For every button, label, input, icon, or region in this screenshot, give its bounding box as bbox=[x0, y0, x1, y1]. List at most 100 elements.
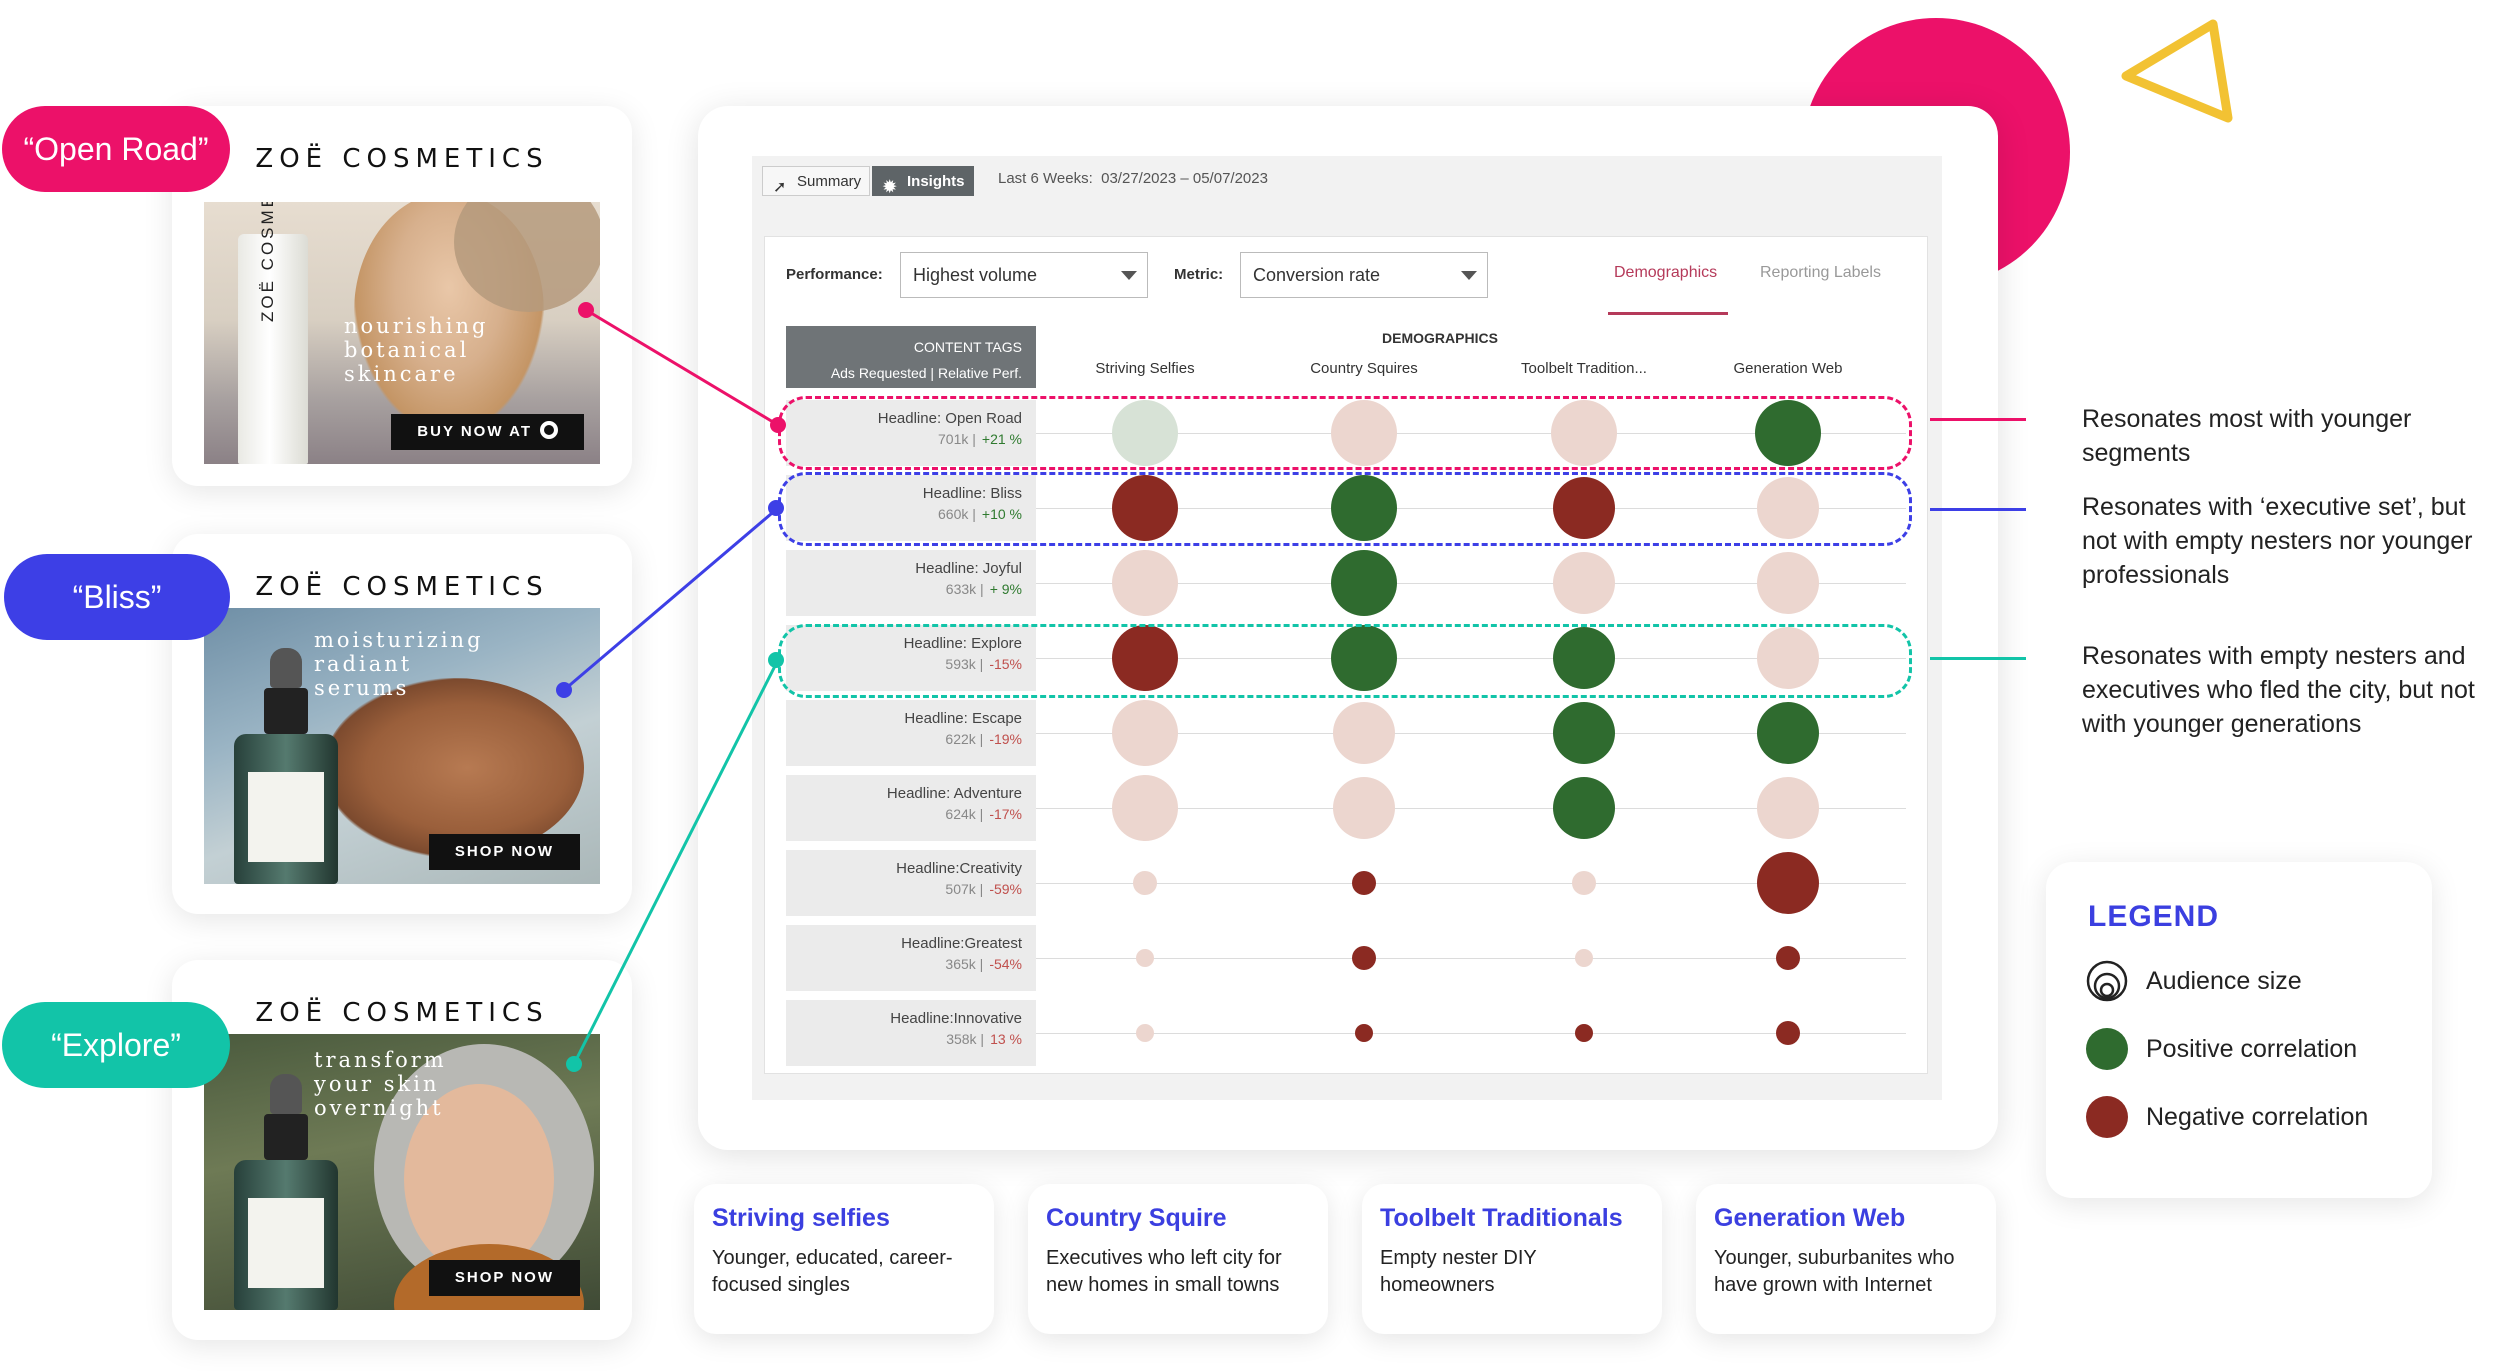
correlation-bubble[interactable] bbox=[1551, 400, 1617, 466]
content-tag-row[interactable]: Headline:Innovative 358k | 13 % bbox=[786, 1000, 1036, 1066]
ads-requested: 593k | bbox=[945, 656, 984, 672]
correlation-bubble[interactable] bbox=[1133, 871, 1157, 895]
legend-title: LEGEND bbox=[2088, 900, 2220, 933]
correlation-bubble[interactable] bbox=[1112, 775, 1178, 841]
serum-label bbox=[248, 1198, 324, 1288]
audience-size-icon bbox=[2086, 960, 2128, 1002]
decorative-triangle-icon bbox=[2121, 19, 2233, 123]
legend-item-negative: Negative correlation bbox=[2086, 1096, 2368, 1138]
correlation-bubble[interactable] bbox=[1757, 702, 1819, 764]
legend-label: Positive correlation bbox=[2146, 1035, 2358, 1063]
content-tags-title: CONTENT TAGS bbox=[913, 339, 1022, 355]
correlation-bubble[interactable] bbox=[1553, 627, 1615, 689]
content-tag-name: Headline: Bliss bbox=[922, 485, 1022, 502]
segment-title: Generation Web bbox=[1714, 1204, 1906, 1232]
correlation-bubble[interactable] bbox=[1757, 477, 1819, 539]
model-face bbox=[324, 678, 584, 858]
correlation-bubble[interactable] bbox=[1572, 871, 1596, 895]
correlation-bubble[interactable] bbox=[1575, 949, 1593, 967]
content-tag-row[interactable]: Headline: Explore 593k | -15% bbox=[786, 625, 1036, 691]
content-tag-stats: 633k | + 9% bbox=[786, 581, 1022, 597]
model-face bbox=[404, 1084, 554, 1274]
correlation-bubble[interactable] bbox=[1331, 475, 1397, 541]
ad-brand-logo: ZOË COSMETICS bbox=[255, 144, 549, 174]
content-tag-row[interactable]: Headline:Greatest 365k | -54% bbox=[786, 925, 1036, 991]
correlation-bubble[interactable] bbox=[1352, 871, 1376, 895]
chevron-down-icon bbox=[1461, 271, 1477, 280]
annotation-line-explore bbox=[1930, 657, 2026, 660]
demographic-column-header: Striving Selfies bbox=[1095, 360, 1195, 377]
relative-performance: -54% bbox=[989, 956, 1022, 972]
positive-swatch bbox=[2086, 1028, 2128, 1070]
ads-requested: 660k | bbox=[938, 506, 976, 522]
correlation-bubble[interactable] bbox=[1352, 946, 1376, 970]
cta-label: BUY NOW AT bbox=[417, 423, 532, 440]
content-tag-stats: 593k | -15% bbox=[786, 656, 1022, 672]
shop-now-button[interactable]: SHOP NOW bbox=[428, 1260, 580, 1296]
ads-requested: 624k | bbox=[945, 806, 984, 822]
correlation-bubble[interactable] bbox=[1112, 700, 1178, 766]
correlation-bubble[interactable] bbox=[1553, 552, 1615, 614]
ads-requested: 633k | bbox=[945, 581, 984, 597]
correlation-bubble[interactable] bbox=[1112, 475, 1178, 541]
performance-select[interactable]: Highest volume bbox=[900, 252, 1148, 298]
correlation-bubble[interactable] bbox=[1112, 550, 1178, 616]
ads-requested: 507k | bbox=[945, 881, 984, 897]
legend: LEGEND Audience size Positive correlatio… bbox=[2046, 862, 2432, 1198]
correlation-bubble[interactable] bbox=[1136, 949, 1154, 967]
demographic-column-header: Toolbelt Tradition... bbox=[1521, 360, 1647, 377]
correlation-bubble[interactable] bbox=[1112, 400, 1178, 466]
tab-insights[interactable]: ✹ Insights bbox=[872, 166, 974, 196]
pill-explore: “Explore” bbox=[2, 1002, 230, 1088]
correlation-bubble[interactable] bbox=[1553, 777, 1615, 839]
correlation-bubble[interactable] bbox=[1776, 946, 1800, 970]
shop-now-button[interactable]: SHOP NOW bbox=[428, 834, 580, 870]
content-tag-row[interactable]: Headline: Open Road 701k | +21 % bbox=[786, 400, 1036, 466]
annotation-explore: Resonates with empty nesters and executi… bbox=[2082, 642, 2475, 738]
row-divider bbox=[1036, 883, 1906, 884]
relative-performance: -59% bbox=[989, 881, 1022, 897]
correlation-bubble[interactable] bbox=[1331, 550, 1397, 616]
correlation-bubble[interactable] bbox=[1757, 777, 1819, 839]
tab-summary[interactable]: ➚ Summary bbox=[762, 166, 871, 196]
content-tag-row[interactable]: Headline: Adventure 624k | -17% bbox=[786, 775, 1036, 841]
correlation-bubble[interactable] bbox=[1553, 702, 1615, 764]
correlation-bubble[interactable] bbox=[1136, 1024, 1154, 1042]
content-tags-subtitle: Ads Requested | Relative Perf. bbox=[830, 365, 1022, 381]
correlation-bubble[interactable] bbox=[1112, 625, 1178, 691]
segment-description: Empty nester DIY homeowners bbox=[1380, 1247, 1537, 1296]
correlation-bubble[interactable] bbox=[1776, 1021, 1800, 1045]
content-tag-row[interactable]: Headline:Creativity 507k | -59% bbox=[786, 850, 1036, 916]
relative-performance: -17% bbox=[989, 806, 1022, 822]
content-tag-name: Headline: Explore bbox=[903, 635, 1022, 652]
buy-now-button[interactable]: BUY NOW AT bbox=[391, 414, 584, 450]
tab-reporting-labels[interactable]: Reporting Labels bbox=[1760, 264, 1881, 281]
correlation-bubble[interactable] bbox=[1331, 625, 1397, 691]
correlation-bubble[interactable] bbox=[1355, 1024, 1373, 1042]
content-tag-row[interactable]: Headline: Joyful 633k | + 9% bbox=[786, 550, 1036, 616]
correlation-bubble[interactable] bbox=[1757, 552, 1819, 614]
pill-bliss: “Bliss” bbox=[4, 554, 230, 640]
relative-performance: 13 % bbox=[990, 1031, 1022, 1047]
chevron-down-icon bbox=[1121, 271, 1137, 280]
segment-description: Younger, suburbanites who have grown wit… bbox=[1714, 1247, 1955, 1296]
legend-label: Negative correlation bbox=[2146, 1103, 2369, 1131]
correlation-bubble[interactable] bbox=[1757, 852, 1819, 914]
content-tag-row[interactable]: Headline: Escape 622k | -19% bbox=[786, 700, 1036, 766]
correlation-bubble[interactable] bbox=[1331, 400, 1397, 466]
correlation-bubble[interactable] bbox=[1575, 1024, 1593, 1042]
metric-select[interactable]: Conversion rate bbox=[1240, 252, 1488, 298]
content-tag-stats: 660k | +10 % bbox=[786, 506, 1022, 522]
tab-demographics[interactable]: Demographics bbox=[1614, 264, 1718, 281]
serum-cap bbox=[264, 1114, 308, 1160]
correlation-bubble[interactable] bbox=[1553, 477, 1615, 539]
correlation-bubble[interactable] bbox=[1757, 627, 1819, 689]
negative-swatch bbox=[2086, 1096, 2128, 1138]
correlation-bubble[interactable] bbox=[1755, 400, 1821, 466]
content-tag-row[interactable]: Headline: Bliss 660k | +10 % bbox=[786, 475, 1036, 541]
content-tag-name: Headline:Innovative bbox=[890, 1010, 1022, 1027]
correlation-bubble[interactable] bbox=[1333, 777, 1395, 839]
segment-title: Striving selfies bbox=[712, 1204, 890, 1232]
correlation-bubble[interactable] bbox=[1333, 702, 1395, 764]
